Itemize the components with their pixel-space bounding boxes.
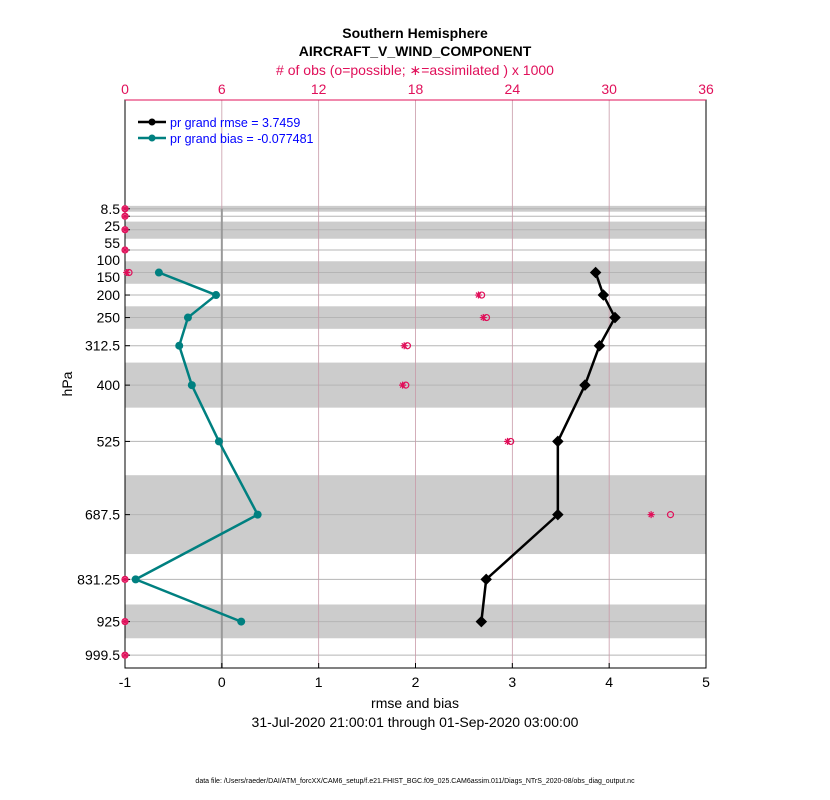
- y-tick-label: 200: [97, 287, 121, 303]
- x-tick-label: -1: [119, 674, 132, 690]
- rmse-point: [589, 266, 602, 279]
- obs-assimilated-marker: [123, 269, 131, 277]
- x-tick-label: 1: [315, 674, 323, 690]
- y-tick-label: 925: [97, 614, 121, 630]
- bias-point: [131, 575, 140, 584]
- rmse-point: [593, 339, 606, 352]
- obs-assimilated-marker: [121, 246, 129, 254]
- y-axis-label: hPa: [59, 371, 75, 396]
- chart-subtitle: AIRCRAFT_V_WIND_COMPONENT: [299, 43, 532, 59]
- x-tick-label: 5: [702, 674, 710, 690]
- obs-assimilated-marker: [400, 342, 408, 350]
- obs-assimilated-marker: [121, 651, 129, 659]
- legend-bias-label: pr grand bias = -0.077481: [170, 132, 314, 146]
- chart-title: Southern Hemisphere: [342, 25, 488, 41]
- y-tick-label: 400: [97, 377, 121, 393]
- marks: [121, 205, 675, 659]
- obs-assimilated-marker: [399, 381, 407, 389]
- top-tick-label: 30: [601, 81, 617, 97]
- y-tick-label: 55: [104, 235, 120, 251]
- y-tick-label: 150: [97, 269, 121, 285]
- obs-assimilated-marker: [121, 618, 129, 626]
- y-tick-label: 999.5: [85, 647, 120, 663]
- top-tick-label: 0: [121, 81, 129, 97]
- y-tick-label: 8.5: [101, 201, 121, 217]
- bias-point: [237, 617, 246, 626]
- legend: pr grand rmse = 3.7459 pr grand bias = -…: [138, 116, 314, 146]
- y-tick-label: 25: [104, 218, 120, 234]
- rmse-point: [552, 435, 564, 448]
- rmse-point: [552, 508, 564, 521]
- x-tick-label: 3: [508, 674, 516, 690]
- rmse-point: [475, 615, 488, 628]
- date-range: 31-Jul-2020 21:00:01 through 01-Sep-2020…: [252, 714, 579, 730]
- bias-point: [187, 381, 196, 390]
- legend-rmse-marker: [148, 118, 156, 126]
- obs-assimilated-marker: [121, 205, 129, 213]
- legend-rmse-label: pr grand rmse = 3.7459: [170, 116, 300, 130]
- x-tick-label: 2: [412, 674, 420, 690]
- obs-assimilated-marker: [121, 226, 129, 234]
- top-tick-label: 18: [408, 81, 424, 97]
- top-tick-label: 6: [218, 81, 226, 97]
- data-file-footer: data file: /Users/raeder/DAI/ATM_forcXX/…: [195, 778, 635, 785]
- y-tick-label: 250: [97, 310, 121, 326]
- bias-point: [183, 313, 192, 322]
- top-tick-label: 24: [505, 81, 521, 97]
- y-tick-label: 525: [97, 433, 121, 449]
- top-tick-label: 36: [698, 81, 714, 97]
- bias-point: [175, 341, 184, 350]
- x-tick-label: 4: [605, 674, 613, 690]
- y-tick-label: 100: [97, 252, 121, 268]
- rmse-point: [579, 379, 591, 391]
- obs-assimilated-marker: [121, 212, 129, 220]
- obs-possible-marker: [666, 511, 675, 519]
- y-tick-label: 687.5: [85, 507, 120, 523]
- obs-assimilated-marker: [474, 291, 482, 299]
- y-tick-label: 831.25: [77, 571, 120, 587]
- bias-point: [154, 268, 163, 277]
- rmse-point: [480, 573, 492, 586]
- y-tick-label: 312.5: [85, 338, 120, 354]
- legend-bias-marker: [148, 134, 156, 142]
- bias-point: [214, 437, 223, 446]
- top-axis-label: # of obs (o=possible; ∗=assimilated ) x …: [276, 62, 554, 78]
- obs-assimilated-marker: [503, 437, 511, 445]
- x-tick-label: 0: [218, 674, 226, 690]
- axes: 0 6 12 18 24 30 36-1 0 1 2 3 4 58.525551001502002503…: [77, 81, 714, 690]
- x-axis-label: rmse and bias: [371, 695, 459, 711]
- bias-point: [212, 291, 221, 300]
- obs-assimilated-marker: [647, 511, 655, 519]
- top-tick-label: 12: [311, 81, 327, 97]
- rmse-point: [609, 311, 621, 324]
- rmse-point: [597, 289, 610, 301]
- obs-assimilated-marker: [121, 575, 129, 583]
- obs-assimilated-marker: [479, 314, 487, 322]
- bias-point: [253, 510, 262, 519]
